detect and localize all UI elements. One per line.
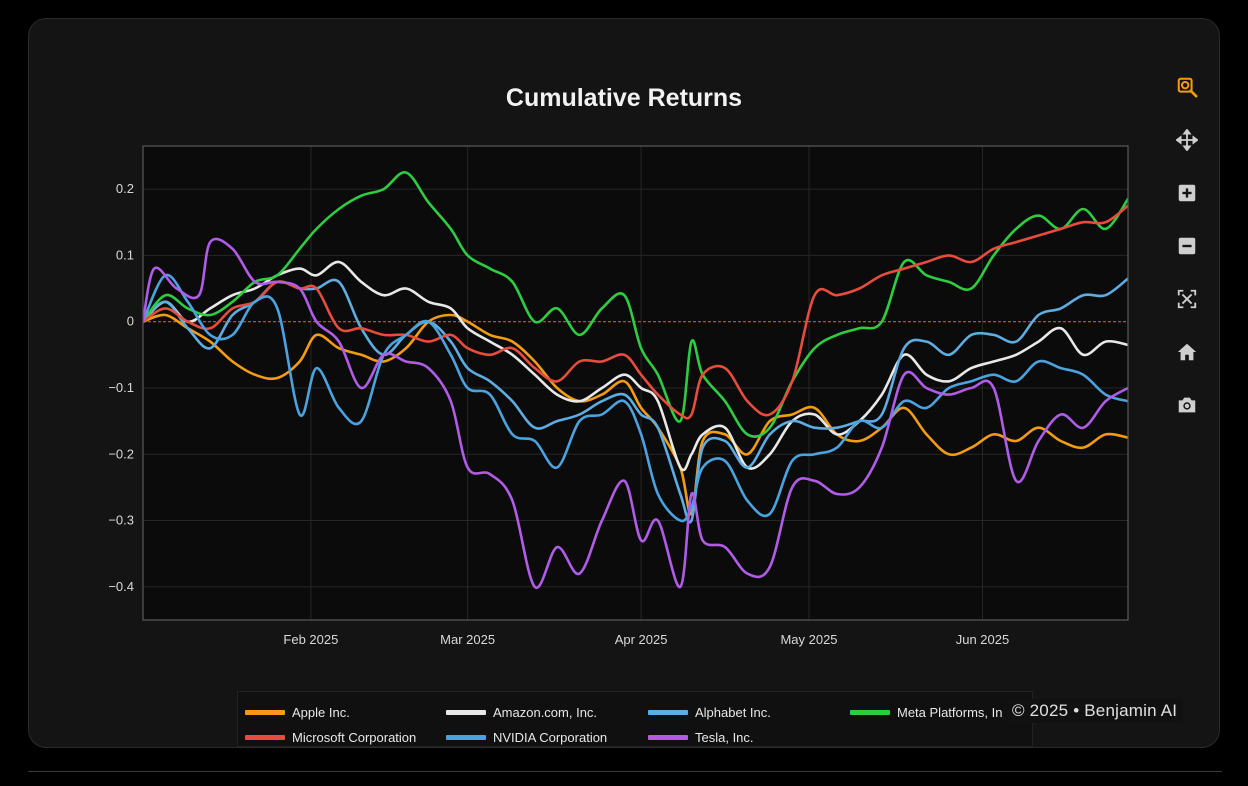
- home-tool[interactable]: [1172, 337, 1202, 367]
- legend-label: NVIDIA Corporation: [493, 730, 608, 745]
- plot-border: [142, 145, 1129, 621]
- series-line-0[interactable]: [143, 313, 1128, 516]
- legend-label: Microsoft Corporation: [292, 730, 417, 745]
- series-line-1[interactable]: [143, 260, 1128, 472]
- x-tick-label: Apr 2025: [615, 632, 668, 647]
- zoom-in-icon: [1178, 184, 1196, 202]
- legend-label: Tesla, Inc.: [695, 730, 754, 745]
- legend-item-meta[interactable]: Meta Platforms, In: [850, 705, 1002, 720]
- zoom-icon: [1177, 77, 1198, 98]
- series-line-4[interactable]: [143, 204, 1128, 420]
- series-line-6[interactable]: [143, 237, 1128, 589]
- y-tick-label: 0.1: [116, 247, 134, 262]
- y-tick-label: −0.4: [108, 579, 134, 594]
- legend-swatch: [446, 710, 486, 715]
- legend-label: Alphabet Inc.: [695, 705, 771, 720]
- chart-toolbar: [1172, 72, 1202, 443]
- pan-icon: [1176, 129, 1198, 151]
- line-chart[interactable]: 0.2 0.1 0 −0.1 −0.2 −0.3 −0.4 Feb 2025 Mar 2025 A…: [0, 0, 1248, 690]
- legend-item-nvidia[interactable]: NVIDIA Corporation: [446, 730, 607, 745]
- y-tick-label: 0.2: [116, 181, 134, 196]
- legend-swatch: [850, 710, 890, 715]
- legend-item-microsoft[interactable]: Microsoft Corporation: [245, 730, 416, 745]
- watermark: © 2025 • Benjamin AI: [1008, 699, 1184, 723]
- zoom-in-tool[interactable]: [1172, 178, 1202, 208]
- divider: [28, 771, 1222, 772]
- x-tick-label: Feb 2025: [283, 632, 338, 647]
- autoscale-icon: [1177, 289, 1197, 309]
- legend-swatch: [648, 735, 688, 740]
- autoscale-tool[interactable]: [1172, 284, 1202, 314]
- legend-label: Meta Platforms, In: [897, 705, 1003, 720]
- x-tick-label: Mar 2025: [440, 632, 495, 647]
- legend-item-apple[interactable]: Apple Inc.: [245, 705, 350, 720]
- y-tick-label: 0: [127, 314, 134, 329]
- x-tick-label: May 2025: [780, 632, 837, 647]
- home-icon: [1177, 343, 1197, 361]
- legend-label: Apple Inc.: [292, 705, 350, 720]
- legend-swatch: [245, 710, 285, 715]
- chart-title: Cumulative Returns: [505, 84, 743, 112]
- y-tick-label: −0.3: [108, 513, 134, 528]
- legend-swatch: [648, 710, 688, 715]
- zoom-tool[interactable]: [1172, 72, 1202, 102]
- series-group: [143, 171, 1128, 589]
- legend-item-tesla[interactable]: Tesla, Inc.: [648, 730, 754, 745]
- x-tick-label: Jun 2025: [956, 632, 1010, 647]
- zoom-out-tool[interactable]: [1172, 231, 1202, 261]
- legend-label: Amazon.com, Inc.: [493, 705, 598, 720]
- chart-legend: Apple Inc. Amazon.com, Inc. Alphabet Inc…: [237, 691, 1033, 747]
- legend-item-alphabet[interactable]: Alphabet Inc.: [648, 705, 771, 720]
- y-tick-label: −0.1: [108, 380, 134, 395]
- legend-swatch: [446, 735, 486, 740]
- legend-swatch: [245, 735, 285, 740]
- series-line-2[interactable]: [143, 277, 1128, 524]
- camera-tool[interactable]: [1172, 390, 1202, 420]
- camera-icon: [1178, 397, 1196, 413]
- legend-item-amazon[interactable]: Amazon.com, Inc.: [446, 705, 597, 720]
- zoom-out-icon: [1178, 237, 1196, 255]
- series-line-3[interactable]: [143, 171, 1128, 438]
- pan-tool[interactable]: [1172, 125, 1202, 155]
- series-line-5[interactable]: [143, 273, 1128, 523]
- y-tick-label: −0.2: [108, 446, 134, 461]
